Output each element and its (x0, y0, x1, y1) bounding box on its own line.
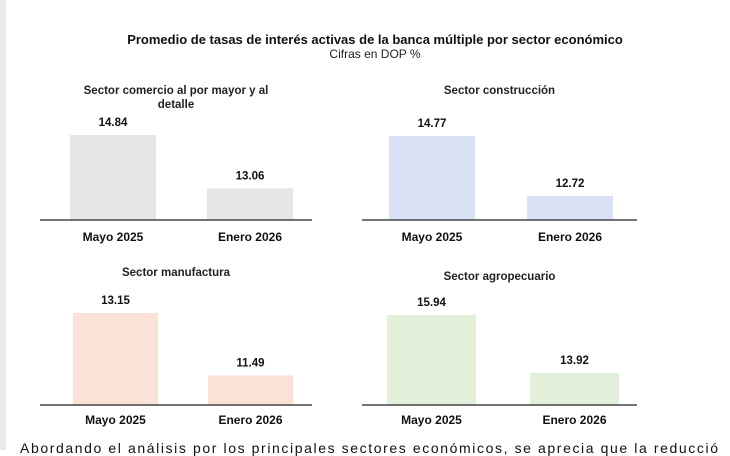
panel-title-construccion: Sector construcción (444, 85, 555, 97)
value-label-construccion-mayo-2025: 14.77 (418, 118, 447, 130)
chart-title: Promedio de tasas de interés activas de … (127, 32, 623, 47)
bar-comercio-enero-2026 (207, 188, 293, 220)
chart-subtitle: Cifras en DOP % (329, 47, 421, 61)
bar-manufactura-mayo-2025 (73, 313, 158, 405)
tick-label-manufactura-mayo-2025: Mayo 2025 (85, 413, 146, 427)
tick-label-construccion-mayo-2025: Mayo 2025 (402, 230, 463, 244)
tick-label-comercio-mayo-2025: Mayo 2025 (83, 230, 144, 244)
tick-label-construccion-enero-2026: Enero 2026 (538, 230, 602, 244)
value-label-agropecuario-mayo-2025: 15.94 (417, 297, 446, 309)
bar-manufactura-enero-2026 (208, 375, 293, 405)
value-label-agropecuario-enero-2026: 13.92 (560, 355, 589, 367)
tick-label-comercio-enero-2026: Enero 2026 (218, 230, 282, 244)
panel-title-agropecuario: Sector agropecuario (444, 271, 556, 283)
bar-agropecuario-mayo-2025 (387, 315, 476, 405)
panel-title-comercio: Sector comercio al por mayor y al (84, 85, 269, 97)
panel-agropecuario: Sector agropecuario 15.94 Mayo 2025 13.92 En… (362, 271, 637, 427)
value-label-comercio-enero-2026: 13.06 (236, 170, 265, 182)
footer-paragraph: Abordando el análisis por los principale… (20, 440, 720, 456)
left-border (0, 0, 6, 450)
bar-construccion-enero-2026 (527, 196, 613, 220)
value-label-manufactura-mayo-2025: 13.15 (101, 295, 130, 307)
tick-label-agropecuario-enero-2026: Enero 2026 (542, 413, 606, 427)
tick-label-manufactura-enero-2026: Enero 2026 (218, 413, 282, 427)
panel-title-comercio-line2: detalle (158, 99, 194, 111)
panel-manufactura: Sector manufactura 13.15 Mayo 2025 11.49 Ene… (40, 267, 312, 427)
panel-title-manufactura: Sector manufactura (122, 267, 231, 279)
tick-label-agropecuario-mayo-2025: Mayo 2025 (401, 413, 462, 427)
value-label-construccion-enero-2026: 12.72 (556, 178, 585, 190)
bar-construccion-mayo-2025 (389, 136, 475, 220)
panel-comercio: Sector comercio al por mayor y al detalle… (40, 85, 312, 244)
bar-comercio-mayo-2025 (70, 135, 156, 220)
value-label-comercio-mayo-2025: 14.84 (99, 117, 128, 129)
bar-agropecuario-enero-2026 (530, 372, 619, 405)
value-label-manufactura-enero-2026: 11.49 (236, 357, 264, 369)
panel-construccion: Sector construcción 14.77 Mayo 2025 12.72 En… (362, 85, 637, 244)
